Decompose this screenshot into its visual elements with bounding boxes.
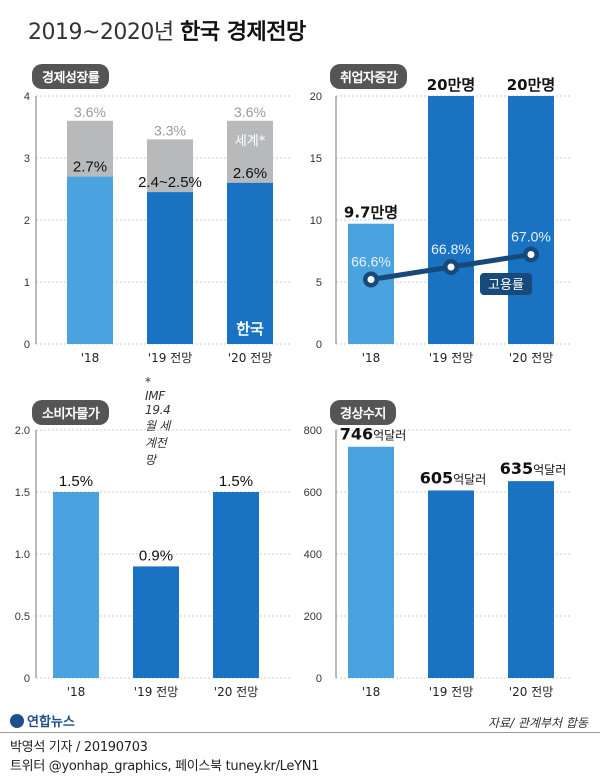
current-account-bar-label: 635억달러 [500,459,567,478]
employment-rate-label: 66.6% [351,254,391,270]
cpi-bar [53,492,99,678]
gdp-xtick: '20 전망 [228,351,272,365]
employment-rate-point-inner [527,251,535,258]
employment-ytick: 10 [310,215,322,227]
employment-rate-label: 66.8% [431,241,471,257]
employment-xtick: '20 전망 [509,351,553,365]
gdp-legend-korea: 한국 [236,320,264,338]
chart-title-cpi: 소비자물가 [32,400,110,425]
chart-title-gdp: 경제성장률 [32,64,110,89]
chart-title-employment: 취업자증감 [330,64,408,89]
employment-rate-legend: 고용률 [488,278,524,293]
gdp-korea-label: 2.4~2.5% [138,174,202,191]
employment-ytick: 5 [316,277,322,289]
employment-ytick: 15 [310,153,322,165]
chart-employment: 0 5 10 15 20 '18 '19 전망 '20 전망 9.7만명 20만명 20만명 66.6… [310,76,572,365]
logo-mark-icon [10,713,24,728]
cpi-bar [133,566,179,678]
current-account-ytick: 0 [316,673,322,685]
employment-rate-point-inner [447,263,455,271]
footer-social: 트위터 @yonhap_graphics, 페이스북 tuney.kr/LeYN… [10,759,320,774]
gdp-bar-korea [67,176,113,344]
current-account-xtick: '19 전망 [429,685,473,699]
cpi-xtick: '18 [67,685,86,699]
gdp-bar-world [67,120,113,177]
gdp-xtick: '18 [81,351,100,365]
current-account-ytick: 800 [304,425,322,437]
employment-bar [508,96,554,344]
cpi-xtick: '20 전망 [214,685,258,699]
gdp-ytick: 4 [24,91,30,103]
gdp-bar-korea [147,192,193,344]
cpi-bar-label: 0.9% [139,547,173,564]
cpi-bar-label: 1.5% [219,473,253,490]
cpi-bar [213,492,259,678]
gdp-korea-label: 2.7% [73,159,107,176]
gdp-korea-label: 2.6% [233,165,267,182]
employment-ytick: 0 [316,339,322,351]
cpi-ytick: 2.0 [15,425,30,437]
title-main: 한국 경제전망 [180,20,306,45]
gdp-ytick: 3 [24,153,30,165]
title-years: 2019~2020년 [28,20,174,45]
gdp-ytick: 0 [24,339,30,351]
gdp-bar-world [227,120,273,183]
current-account-ytick: 200 [304,611,322,623]
gdp-xtick: '19 전망 [148,351,192,365]
employment-bar-label: 20만명 [507,76,555,94]
logo-text: 연합뉴스 [27,715,75,730]
employment-rate-point-inner [367,276,375,283]
employment-ytick: 20 [310,91,322,103]
chart-current-account: 0 200 400 600 800 '18 '19 전망 '20 전망 746억달러 605억달러… [304,425,572,699]
employment-rate-legend-box [480,273,532,295]
gdp-world-label: 3.6% [74,104,106,120]
current-account-bar [348,446,394,678]
footer-author-date: 박영석 기자 / 20190703 [10,740,148,755]
current-account-bar-label: 605억달러 [420,468,487,487]
cpi-ytick: 1.5 [15,487,30,499]
chart-title-current-account: 경상수지 [330,400,396,425]
employment-xtick: '18 [362,351,381,365]
chart-cpi: 0 0.5 1.0 1.5 2.0 '18 '19 전망 '20 전망 1.5% 0.9% 1.5% [15,425,292,699]
divider [0,732,600,733]
employment-xtick: '19 전망 [429,351,473,365]
gdp-legend-world: 세계* [235,134,266,149]
cpi-xtick: '19 전망 [134,685,178,699]
employment-rate-label: 67.0% [511,229,551,245]
current-account-xtick: '20 전망 [509,685,553,699]
employment-bar-label: 20만명 [427,76,475,94]
gdp-world-label: 3.3% [154,122,186,138]
cpi-ytick: 0 [24,673,30,685]
gdp-ytick: 2 [24,215,30,227]
employment-bar [428,96,474,344]
cpi-ytick: 1.0 [15,549,30,561]
chart-gdp: 0 1 2 3 4 '18 '19 전망 '20 전망 3.6% 2.7% 3.3% 2.4~2.5%… [24,91,292,365]
cpi-bar-label: 1.5% [59,473,93,490]
current-account-ytick: 400 [304,549,322,561]
source-note: 자료/ 관계부처 합동 [488,716,588,730]
page-title: 2019~2020년 한국 경제전망 [28,14,306,46]
gdp-world-label: 3.6% [234,104,266,120]
current-account-ytick: 600 [304,487,322,499]
current-account-bar [428,490,474,678]
gdp-ytick: 1 [24,277,30,289]
current-account-xtick: '18 [362,685,381,699]
gdp-bar-world [147,139,193,193]
cpi-ytick: 0.5 [15,611,30,623]
current-account-bar-label: 746억달러 [340,425,407,444]
chart-note-gdp: * IMF 19.4월 세계전망 [145,375,171,467]
logo: 연합뉴스 [10,711,75,730]
gdp-bar-korea [227,182,273,344]
current-account-bar [508,481,554,678]
employment-bar-label: 9.7만명 [344,204,398,222]
